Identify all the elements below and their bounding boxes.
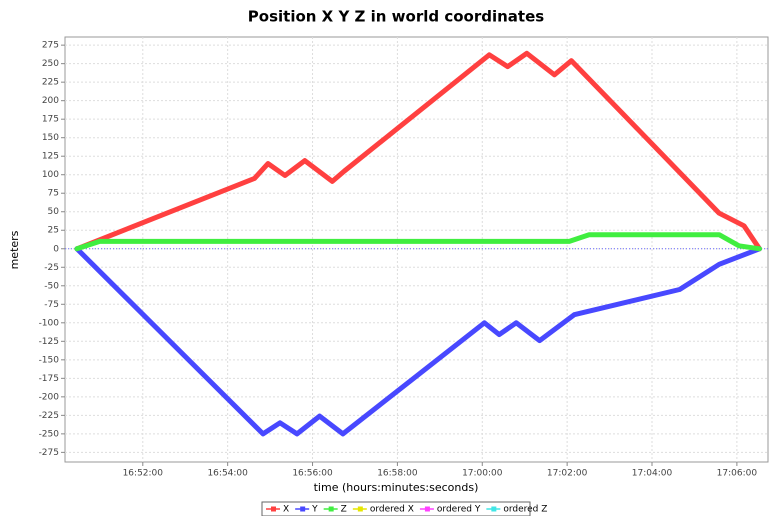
y-tick-label: 250 bbox=[42, 59, 59, 69]
legend-marker bbox=[328, 506, 334, 512]
y-tick-label: 225 bbox=[42, 78, 59, 88]
x-tick-label: 17:00:00 bbox=[462, 469, 503, 479]
x-axis-label: time (hours:minutes:seconds) bbox=[314, 481, 479, 494]
lines bbox=[74, 50, 762, 437]
y-tick-label: -175 bbox=[39, 374, 59, 384]
legend-marker bbox=[300, 506, 306, 512]
y-tick-label: -250 bbox=[39, 429, 60, 439]
y-tick-label: 150 bbox=[42, 133, 59, 143]
y-tick-label: -100 bbox=[39, 318, 60, 328]
y-tick-label: 125 bbox=[42, 152, 59, 162]
x-tick-label: 16:54:00 bbox=[207, 469, 248, 479]
legend-label: X bbox=[283, 505, 289, 515]
legend-label: Z bbox=[341, 505, 347, 515]
y-tick-label: 0 bbox=[53, 244, 59, 254]
y-tick-label: 75 bbox=[48, 189, 59, 199]
y-tick-label: -200 bbox=[39, 392, 60, 402]
x-tick-label: 17:02:00 bbox=[547, 469, 588, 479]
x-tick-label: 16:52:00 bbox=[123, 469, 164, 479]
y-tick-label: -225 bbox=[39, 411, 59, 421]
y-tick-label: 25 bbox=[48, 226, 59, 236]
series-line bbox=[74, 246, 762, 437]
y-tick-label: 175 bbox=[42, 115, 59, 125]
legend-label: ordered X bbox=[370, 505, 414, 515]
x-tick-label: 16:58:00 bbox=[377, 469, 418, 479]
legend-label: ordered Z bbox=[503, 505, 547, 515]
series-line bbox=[74, 50, 762, 252]
y-tick-label: 200 bbox=[42, 96, 59, 106]
legend-marker bbox=[357, 506, 363, 512]
y-tick-label: 275 bbox=[42, 41, 59, 51]
legend-marker bbox=[491, 506, 497, 512]
plot-area bbox=[64, 36, 769, 463]
y-tick-label: 50 bbox=[48, 207, 60, 217]
series-line bbox=[74, 232, 762, 252]
x-tick-label: 16:56:00 bbox=[292, 469, 333, 479]
x-tick-label: 17:06:00 bbox=[717, 469, 758, 479]
y-tick-label: -75 bbox=[44, 300, 59, 310]
legend-marker bbox=[424, 506, 430, 512]
y-tick-label: -150 bbox=[39, 355, 60, 365]
grid bbox=[65, 37, 768, 462]
y-tick-label: -50 bbox=[44, 281, 59, 291]
legend-label: Y bbox=[311, 505, 318, 515]
legend-marker bbox=[271, 506, 276, 512]
y-axis-label: meters bbox=[8, 230, 21, 269]
legend-label: ordered Y bbox=[437, 505, 481, 515]
x-tick-label: 17:04:00 bbox=[632, 469, 673, 479]
chart-title: Position X Y Z in world coordinates bbox=[248, 8, 544, 26]
y-tick-label: -275 bbox=[39, 448, 59, 458]
y-tick-label: -25 bbox=[44, 263, 59, 273]
y-tick-label: 100 bbox=[42, 170, 59, 180]
legend-box bbox=[261, 501, 531, 516]
y-tick-label: -125 bbox=[39, 337, 59, 347]
